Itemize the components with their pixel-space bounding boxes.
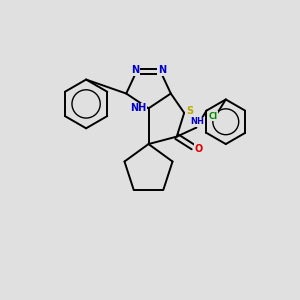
Text: N: N [131, 65, 139, 75]
Text: NH: NH [190, 117, 205, 126]
Text: NH: NH [130, 103, 146, 113]
Text: O: O [195, 143, 203, 154]
Text: S: S [186, 106, 193, 116]
Text: N: N [158, 65, 166, 75]
Text: Cl: Cl [208, 112, 217, 121]
